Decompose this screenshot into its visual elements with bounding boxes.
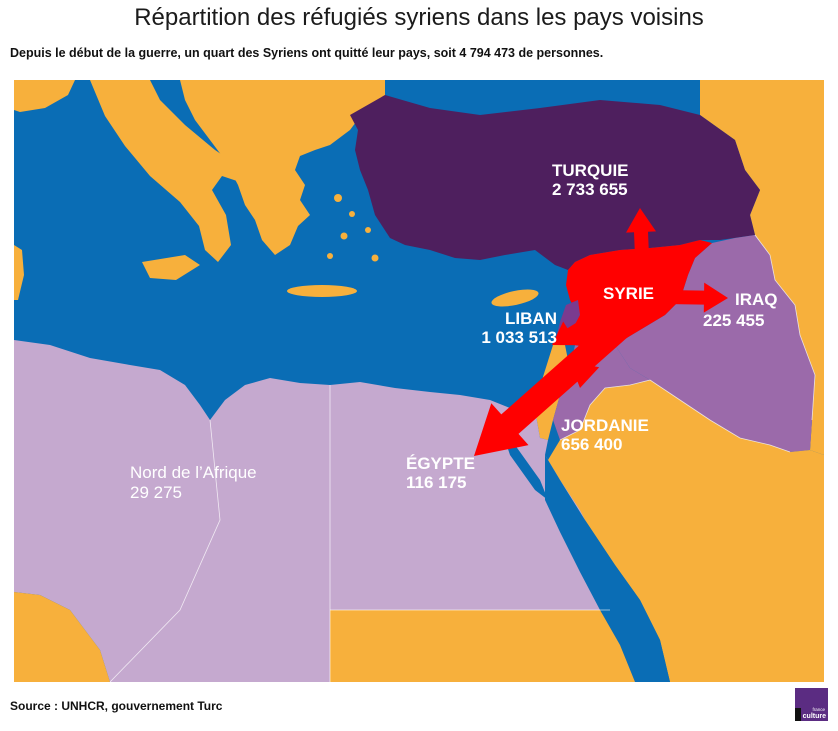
label-north-africa-refugees: 29 275 <box>130 483 182 502</box>
refugee-map <box>14 80 824 682</box>
egypt-region <box>330 382 615 610</box>
logo-line1: france <box>812 707 825 712</box>
iraq-region <box>615 235 815 452</box>
island <box>334 194 342 202</box>
red-sea <box>545 455 670 682</box>
saudi-arabia-region <box>548 380 824 682</box>
land-sudan <box>330 610 640 682</box>
label-jordan-name: JORDANIE <box>561 416 649 435</box>
label-turkey-name: TURQUIE <box>552 161 629 180</box>
arrow-to-lebanon <box>552 309 604 346</box>
arrow-to-turkey <box>626 208 656 281</box>
land-left-edge <box>14 245 24 300</box>
logo-notch <box>795 708 801 721</box>
land-sahel-left <box>14 592 110 682</box>
land-greek-islands <box>327 194 379 262</box>
gulf-of-suez <box>505 440 548 500</box>
label-iraq-refugees: 225 455 <box>703 311 765 330</box>
turkey-region <box>350 95 760 270</box>
border-iraq-saudi <box>649 379 791 453</box>
label-egypt-refugees: 116 175 <box>406 473 467 492</box>
label-egypt-name: ÉGYPTE <box>406 454 475 473</box>
land-sicily <box>142 255 200 280</box>
land-cyprus <box>491 289 539 307</box>
logo-line2: culture <box>803 713 826 720</box>
land-caucasus-iran <box>700 80 824 455</box>
source-note: Source : UNHCR, gouvernement Turc <box>10 699 223 713</box>
land-top-left <box>14 80 75 112</box>
border-north-africa <box>109 419 221 682</box>
border-iraq-iran <box>754 234 816 421</box>
label-iraq-name: IRAQ <box>735 290 778 309</box>
map-subtitle: Depuis le début de la guerre, un quart d… <box>10 46 604 60</box>
arrow-to-iraq <box>664 282 728 313</box>
label-lebanon-refugees: 1 033 513 <box>481 328 557 347</box>
refugee-flow-arrows <box>474 208 728 456</box>
label-syria-name: SYRIE <box>603 284 655 303</box>
island <box>340 232 348 240</box>
france-culture-logo: france culture <box>795 688 828 721</box>
land-crete <box>287 285 357 297</box>
island <box>327 253 333 259</box>
island <box>349 211 355 217</box>
border-jordan-saudi <box>559 379 651 441</box>
label-turkey-refugees: 2 733 655 <box>552 180 628 199</box>
label-lebanon-name: LIBAN <box>505 309 557 328</box>
label-north-africa-name: Nord de l’Afrique <box>130 463 257 482</box>
label-jordan-refugees: 656 400 <box>561 435 623 454</box>
north-africa-region <box>14 340 330 682</box>
country-borders <box>109 234 816 682</box>
arrow-to-egypt <box>474 290 659 456</box>
land-italy <box>90 80 245 262</box>
land-balkans-greece <box>180 80 385 255</box>
island <box>371 254 379 262</box>
island <box>365 227 371 233</box>
map-title: Répartition des réfugiés syriens dans le… <box>134 4 704 31</box>
